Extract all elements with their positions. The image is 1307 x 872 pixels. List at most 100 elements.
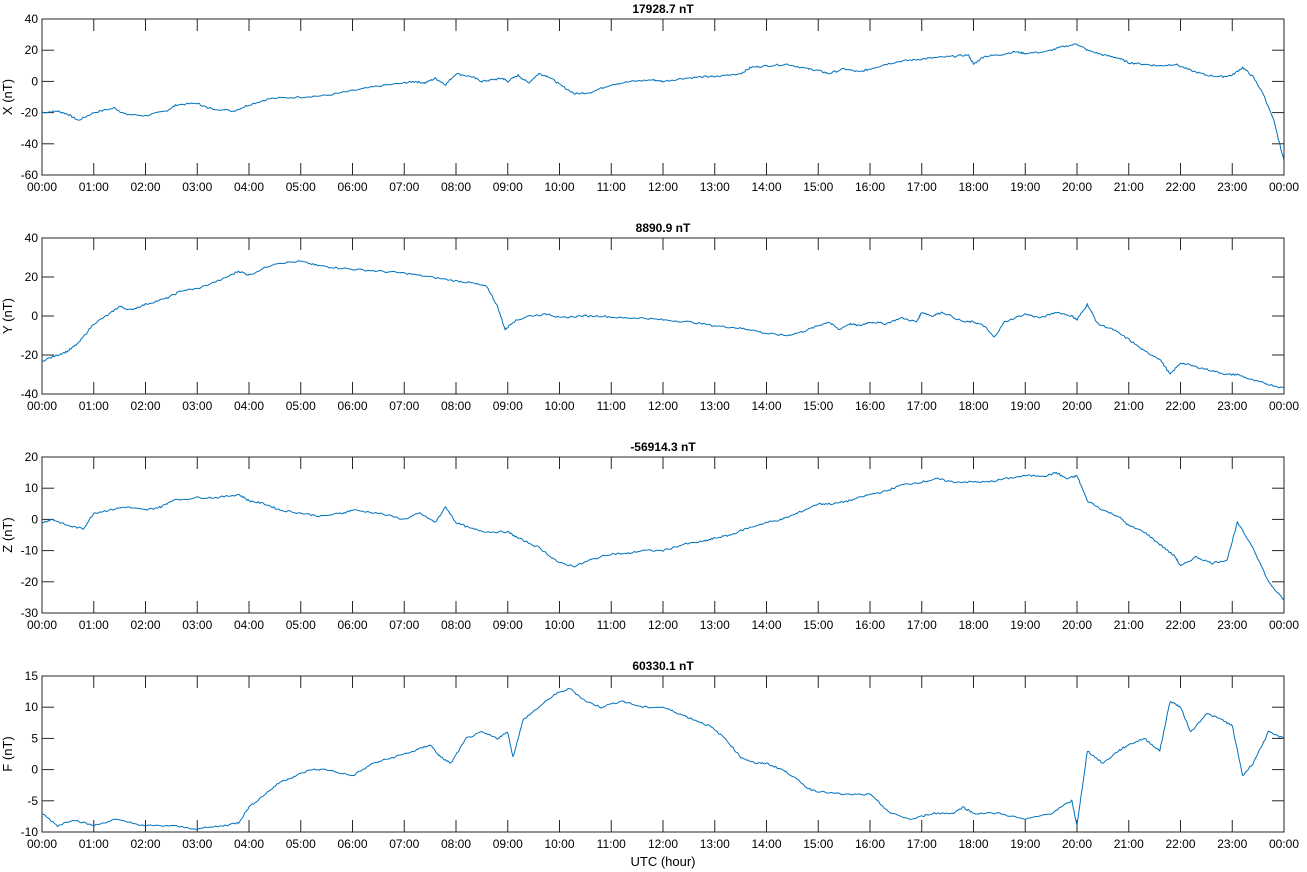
x-tick-label: 00:00 [1269,399,1299,413]
x-tick-label: 19:00 [1010,837,1040,851]
axes-box [41,18,1285,176]
x-tick-label: 20:00 [1062,618,1092,632]
y-tick-label: 15 [25,669,39,683]
x-tick-label: 17:00 [907,837,937,851]
x-tick-label: 11:00 [597,399,626,413]
x-tick-label: 05:00 [286,180,316,194]
x-tick-label: 01:00 [79,399,109,413]
x-tick-label: 06:00 [337,618,367,632]
x-tick-label: 18:00 [958,180,988,194]
x-tick-label: 08:00 [441,837,471,851]
x-tick-label: 22:00 [1165,618,1195,632]
x-tick-label: 20:00 [1062,837,1092,851]
x-tick-label: 15:00 [803,618,833,632]
x-tick-label: 15:00 [803,180,833,194]
x-tick-label: 17:00 [907,180,937,194]
x-tick-label: 18:00 [958,837,988,851]
x-tick-label: 01:00 [79,837,109,851]
x-tick-label: 21:00 [1114,399,1144,413]
x-tick-label: 22:00 [1165,180,1195,194]
y-tick-label: -5 [27,794,38,808]
x-tick-label: 04:00 [234,837,264,851]
y-tick-label: 0 [31,763,38,777]
x-tick-label: 13:00 [700,180,730,194]
x-tick-label: 04:00 [234,618,264,632]
chart-title: -56914.3 nT [630,440,696,454]
y-axis-label: Z (nT) [0,517,15,552]
series-line [41,43,1285,162]
x-tick-label: 10:00 [544,180,574,194]
x-tick-label: 00:00 [1269,837,1299,851]
y-tick-label: -10 [21,544,39,558]
series-line [41,471,1285,601]
x-tick-label: 22:00 [1165,399,1195,413]
y-tick-label: -20 [21,348,39,362]
x-tick-label: 07:00 [389,180,419,194]
x-tick-label: 13:00 [700,399,730,413]
x-axis-label: UTC (hour) [630,854,695,869]
x-tick-label: 12:00 [648,618,678,632]
x-tick-label: 14:00 [751,399,781,413]
y-tick-label: 20 [25,43,39,57]
y-axis-label: Y (nT) [0,298,15,334]
x-tick-label: 13:00 [700,837,730,851]
x-tick-label: 05:00 [286,618,316,632]
y-tick-label: -20 [21,106,39,120]
x-tick-label: 19:00 [1010,399,1040,413]
axes-box [41,237,1285,395]
axes-box [41,675,1285,833]
x-tick-label: 00:00 [27,399,57,413]
x-tick-label: 12:00 [648,180,678,194]
x-tick-label: 02:00 [130,618,160,632]
x-tick-label: 02:00 [130,837,160,851]
x-tick-label: 00:00 [27,837,57,851]
x-tick-label: 09:00 [493,618,523,632]
x-tick-label: 11:00 [597,180,626,194]
x-tick-label: 11:00 [597,837,626,851]
x-tick-label: 03:00 [182,618,212,632]
x-tick-label: 11:00 [597,618,626,632]
y-tick-label: -40 [21,387,39,401]
x-tick-label: 07:00 [389,837,419,851]
x-tick-label: 08:00 [441,399,471,413]
x-tick-label: 14:00 [751,618,781,632]
x-tick-label: 05:00 [286,837,316,851]
chart-title: 17928.7 nT [632,2,694,16]
y-axis-label: X (nT) [0,79,15,115]
x-tick-label: 20:00 [1062,180,1092,194]
x-tick-label: 14:00 [751,837,781,851]
chart-panel-z: 00:00 01:00 02:00 03:00 04:00 05:00 06:00 07:00… [0,440,1299,632]
chart-panel-y: 00:00 01:00 02:00 03:00 04:00 05:00 06:00 07:00… [0,221,1299,413]
y-tick-label: 0 [31,309,38,323]
x-tick-label: 13:00 [700,618,730,632]
x-tick-label: 07:00 [389,618,419,632]
x-tick-label: 04:00 [234,180,264,194]
x-tick-label: 01:00 [79,618,109,632]
x-tick-label: 19:00 [1010,180,1040,194]
x-tick-label: 06:00 [337,399,367,413]
x-tick-label: 16:00 [855,837,885,851]
x-tick-label: 20:00 [1062,399,1092,413]
x-tick-label: 14:00 [751,180,781,194]
x-tick-label: 23:00 [1217,837,1247,851]
y-tick-label: 20 [25,270,39,284]
y-tick-label: 40 [25,231,39,245]
x-tick-label: 05:00 [286,399,316,413]
series-line [41,260,1285,389]
x-tick-label: 07:00 [389,399,419,413]
chart-panel-x: 00:00 01:00 02:00 03:00 04:00 05:00 06:00 07:00… [0,2,1299,194]
x-tick-label: 16:00 [855,399,885,413]
x-tick-label: 17:00 [907,399,937,413]
y-tick-label: 5 [31,731,38,745]
x-tick-label: 09:00 [493,837,523,851]
x-tick-label: 02:00 [130,399,160,413]
x-tick-label: 00:00 [27,180,57,194]
chart-panel-f: 00:00 01:00 02:00 03:00 04:00 05:00 06:00 07:00… [0,659,1299,869]
x-tick-label: 21:00 [1114,180,1144,194]
chart-title: 60330.1 nT [632,659,694,673]
x-tick-label: 10:00 [544,618,574,632]
x-tick-label: 23:00 [1217,399,1247,413]
y-tick-label: -40 [21,137,39,151]
x-tick-label: 12:00 [648,399,678,413]
x-tick-label: 22:00 [1165,837,1195,851]
